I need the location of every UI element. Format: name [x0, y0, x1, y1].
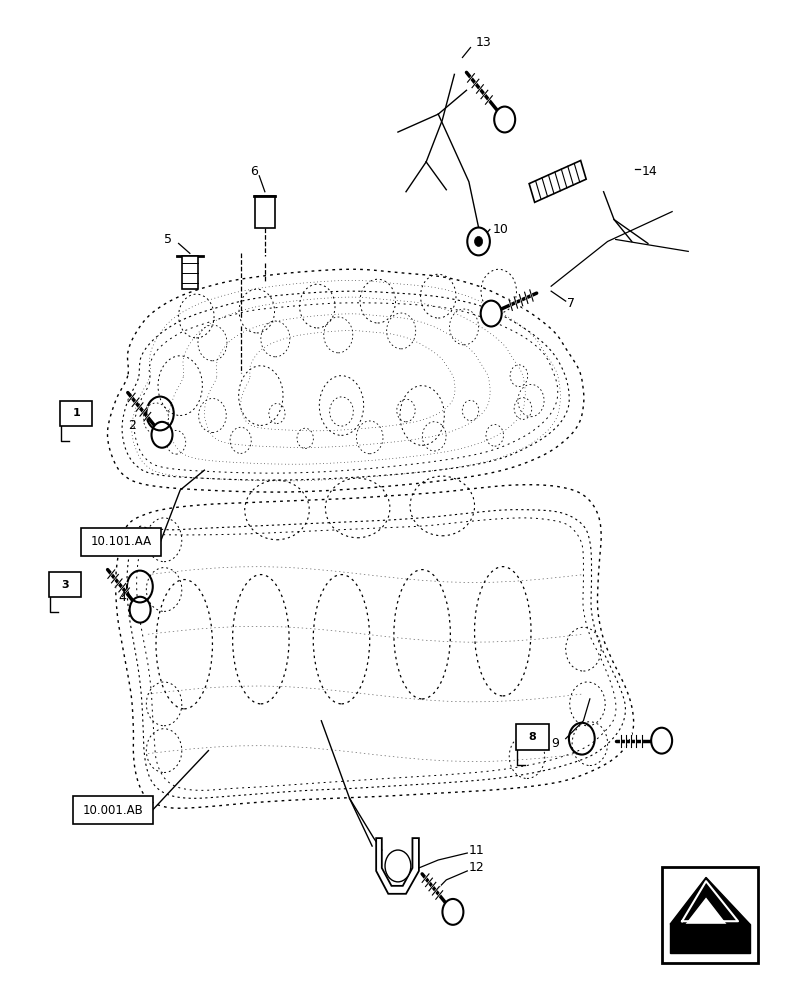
Circle shape — [152, 422, 172, 448]
Text: 3: 3 — [61, 580, 69, 590]
FancyBboxPatch shape — [60, 401, 92, 426]
Circle shape — [466, 228, 489, 255]
Text: 4: 4 — [118, 591, 126, 604]
Text: 12: 12 — [468, 861, 484, 874]
Text: 1: 1 — [72, 408, 80, 418]
Text: 9: 9 — [551, 737, 559, 750]
Polygon shape — [375, 838, 418, 894]
FancyBboxPatch shape — [516, 724, 548, 750]
Text: 10.001.AB: 10.001.AB — [83, 804, 144, 817]
FancyBboxPatch shape — [73, 796, 153, 824]
Text: 14: 14 — [641, 165, 656, 178]
Circle shape — [474, 236, 482, 246]
FancyBboxPatch shape — [81, 528, 161, 556]
Text: 2: 2 — [127, 419, 135, 432]
Text: 6: 6 — [250, 165, 258, 178]
Circle shape — [650, 728, 672, 754]
Polygon shape — [669, 877, 749, 924]
Text: 5: 5 — [164, 233, 172, 246]
Circle shape — [494, 107, 514, 132]
Text: 8: 8 — [528, 732, 536, 742]
Circle shape — [130, 597, 150, 623]
Circle shape — [384, 850, 410, 882]
FancyBboxPatch shape — [669, 924, 749, 953]
Polygon shape — [529, 160, 586, 202]
Text: 10: 10 — [492, 223, 508, 236]
Text: 7: 7 — [567, 297, 574, 310]
FancyBboxPatch shape — [49, 572, 81, 597]
FancyBboxPatch shape — [182, 256, 198, 289]
Text: 10.101.AA: 10.101.AA — [91, 535, 152, 548]
FancyBboxPatch shape — [255, 196, 274, 228]
Text: 11: 11 — [468, 844, 484, 857]
Text: 13: 13 — [475, 36, 491, 49]
Circle shape — [442, 899, 463, 925]
FancyBboxPatch shape — [661, 867, 757, 963]
Circle shape — [480, 301, 501, 326]
